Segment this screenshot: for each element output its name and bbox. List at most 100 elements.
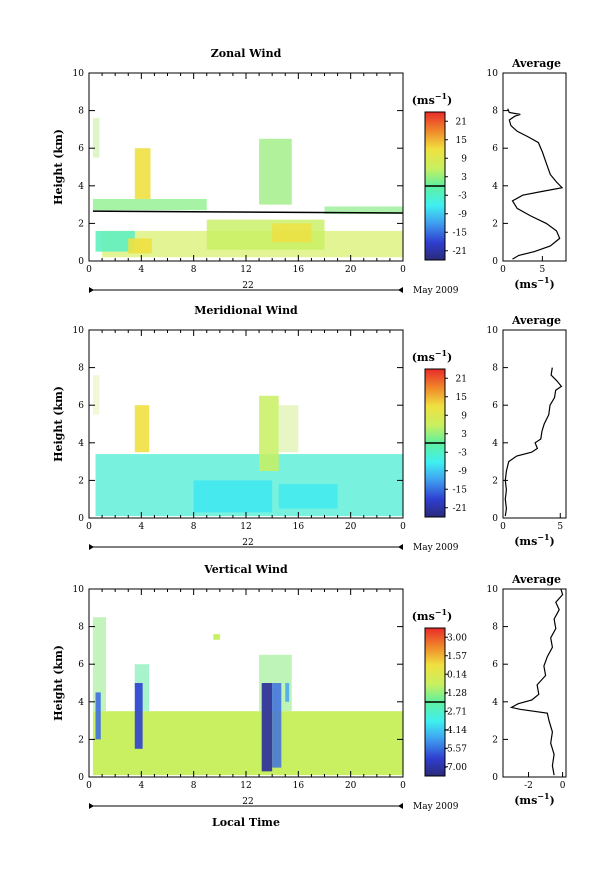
profile-y-tick-label: 4 bbox=[492, 698, 498, 708]
profile-y-tick-label: 6 bbox=[492, 401, 498, 411]
profile-y-tick-label: 0 bbox=[492, 773, 498, 783]
colorbar-unit: (ms−1) bbox=[412, 91, 453, 107]
colorbar-tick-label: 1.57 bbox=[447, 652, 467, 662]
profile-title: Average bbox=[511, 57, 561, 70]
x-tick-label: 4 bbox=[138, 265, 144, 275]
x-tick-label: 12 bbox=[240, 265, 251, 275]
y-tick-label: 0 bbox=[78, 773, 84, 783]
profile-y-tick-label: 10 bbox=[487, 326, 499, 336]
y-axis-label: Height (km) bbox=[52, 129, 65, 205]
x-tick-label: 20 bbox=[345, 522, 357, 532]
profile-y-tick-label: 8 bbox=[492, 623, 498, 633]
day-bar-arrow bbox=[89, 287, 94, 293]
x-tick-label: 16 bbox=[293, 522, 305, 532]
x-tick-label: 8 bbox=[191, 781, 197, 791]
x-tick-label: 12 bbox=[240, 522, 251, 532]
y-tick-label: 4 bbox=[78, 439, 84, 449]
profile-y-tick-label: 6 bbox=[492, 144, 498, 154]
date-label: May 2009 bbox=[413, 286, 459, 296]
profile-line bbox=[509, 588, 564, 776]
day-label: 22 bbox=[242, 797, 253, 807]
colorbar-tick-label: 21 bbox=[456, 117, 467, 127]
profile-x-tick-label: 0 bbox=[500, 265, 506, 275]
heatmap-cell bbox=[92, 198, 207, 211]
colorbar-tick-label: 15 bbox=[456, 136, 468, 146]
heatmap-cell bbox=[259, 138, 292, 205]
profile-x-tick-label: 5 bbox=[557, 522, 563, 532]
y-tick-label: 8 bbox=[78, 107, 84, 117]
x-tick-label: 16 bbox=[293, 781, 305, 791]
panel-title: Meridional Wind bbox=[194, 304, 298, 317]
profile-x-tick-label: 0 bbox=[560, 781, 566, 791]
x-tick-label: 16 bbox=[293, 265, 305, 275]
profile-y-tick-label: 2 bbox=[492, 219, 498, 229]
colorbar-tick-label: -3 bbox=[458, 191, 467, 201]
heatmap-cell bbox=[92, 617, 107, 712]
heatmap-cell bbox=[259, 395, 279, 471]
y-tick-label: 8 bbox=[78, 623, 84, 633]
x-tick-label: 20 bbox=[345, 265, 357, 275]
heatmap-cell bbox=[193, 480, 273, 513]
heatmap-cell bbox=[128, 238, 152, 254]
day-label: 22 bbox=[242, 538, 253, 548]
y-tick-label: 2 bbox=[78, 476, 84, 486]
x-tick-label: 0 bbox=[86, 265, 92, 275]
day-label: 22 bbox=[242, 281, 253, 291]
y-tick-label: 4 bbox=[78, 698, 84, 708]
x-tick-label: 8 bbox=[191, 522, 197, 532]
colorbar-tick-label: -7.00 bbox=[444, 763, 467, 773]
profile-x-label: (ms−1) bbox=[514, 791, 555, 807]
profile-x-tick-label: 0 bbox=[500, 522, 506, 532]
heatmap-cell bbox=[92, 711, 404, 776]
profile-x-tick-label: 5 bbox=[540, 265, 546, 275]
x-tick-label: 4 bbox=[138, 781, 144, 791]
day-bar-arrow bbox=[398, 287, 403, 293]
x-tick-label: 12 bbox=[240, 781, 251, 791]
profile-y-tick-label: 4 bbox=[492, 439, 498, 449]
profile-y-tick-label: 6 bbox=[492, 660, 498, 670]
x-tick-label: 4 bbox=[138, 522, 144, 532]
heatmap-cell bbox=[134, 405, 150, 453]
profile-y-tick-label: 0 bbox=[492, 514, 498, 524]
y-axis-label: Height (km) bbox=[52, 386, 65, 462]
y-tick-label: 10 bbox=[73, 69, 85, 79]
x-axis-label: Local Time bbox=[212, 816, 280, 829]
colorbar-tick-label: -15 bbox=[453, 228, 468, 238]
profile-frame bbox=[502, 588, 567, 778]
colorbar-tick-label: -15 bbox=[453, 485, 468, 495]
colorbar-tick-label: 3.00 bbox=[447, 633, 467, 643]
x-tick-label: 0 bbox=[400, 522, 406, 532]
profile-x-label: (ms−1) bbox=[514, 275, 555, 291]
colorbar-tick-label: 9 bbox=[461, 411, 467, 421]
profile-y-tick-label: 2 bbox=[492, 735, 498, 745]
colorbar-tick-label: 9 bbox=[461, 154, 467, 164]
colorbar-tick-label: -4.14 bbox=[444, 726, 467, 736]
heatmap-cell bbox=[272, 683, 282, 768]
colorbar-tick-label: -21 bbox=[453, 504, 468, 514]
profile-line bbox=[507, 108, 564, 260]
heatmap-cell bbox=[95, 230, 135, 252]
zero-contour bbox=[92, 210, 404, 214]
x-tick-label: 20 bbox=[345, 781, 357, 791]
y-tick-label: 10 bbox=[73, 585, 85, 595]
x-tick-label: 0 bbox=[86, 781, 92, 791]
panel-title: Vertical Wind bbox=[203, 563, 288, 576]
day-bar-arrow bbox=[89, 544, 94, 550]
y-axis-label: Height (km) bbox=[52, 645, 65, 721]
heatmap-cell bbox=[272, 223, 312, 243]
day-bar-arrow bbox=[398, 803, 403, 809]
heatmap-cell bbox=[95, 692, 101, 740]
profile-x-label: (ms−1) bbox=[514, 532, 555, 548]
profile-y-tick-label: 10 bbox=[487, 69, 499, 79]
profile-y-tick-label: 8 bbox=[492, 107, 498, 117]
y-tick-label: 6 bbox=[78, 660, 84, 670]
colorbar-tick-label: -9 bbox=[458, 467, 467, 477]
colorbar-tick-label: -2.71 bbox=[444, 707, 467, 717]
profile-y-tick-label: 4 bbox=[492, 182, 498, 192]
colorbar-tick-label: -3 bbox=[458, 448, 467, 458]
profile-line bbox=[504, 367, 563, 517]
